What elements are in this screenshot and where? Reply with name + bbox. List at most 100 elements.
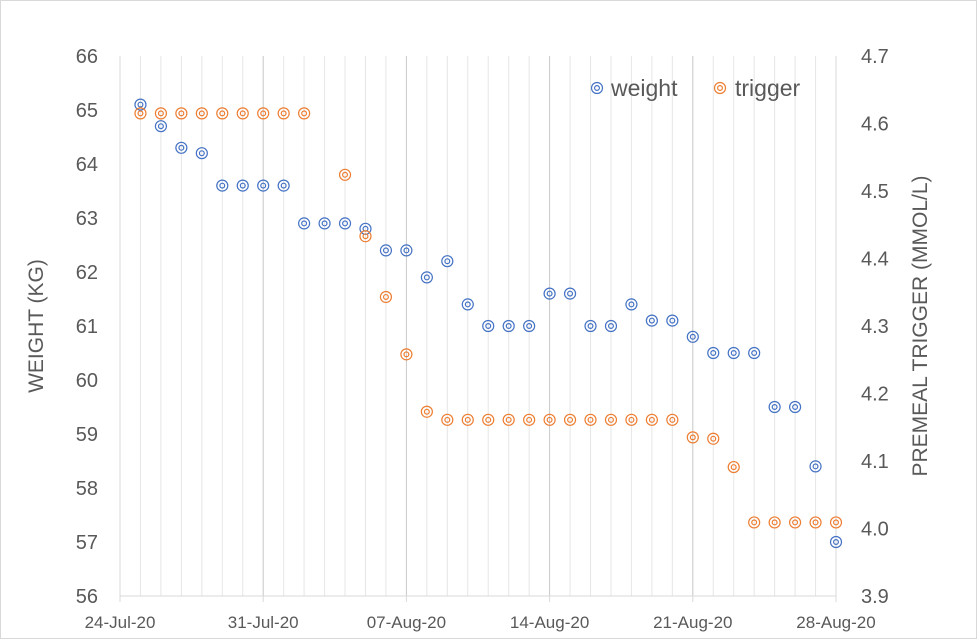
weight-point <box>482 319 495 333</box>
weight-point-dot <box>567 290 574 297</box>
weight-point-ring <box>461 298 474 311</box>
weight-point <box>277 179 290 192</box>
weight-point-ring <box>420 271 433 284</box>
weight-point-dot <box>219 182 226 189</box>
weight-point-dot <box>301 220 308 227</box>
trigger-point-dot <box>444 416 451 423</box>
trigger-point-dot <box>485 416 492 423</box>
trigger-point <box>236 107 249 120</box>
weight-point-ring <box>584 319 597 333</box>
trigger-point-dot <box>260 110 267 117</box>
weight-point-dot <box>607 323 614 330</box>
trigger-point-dot <box>239 110 246 117</box>
weight-point <box>563 287 577 300</box>
x-tick-label: 31-Jul-20 <box>228 613 299 632</box>
trigger-point-ring <box>788 516 802 529</box>
weight-point <box>829 535 843 549</box>
y-axis-title-right: PREMEAL TRIGGER (MMOL/L) <box>909 175 932 476</box>
trigger-point-ring <box>277 107 290 120</box>
weight-point-ring <box>379 244 393 257</box>
weight-point-ring <box>788 400 802 414</box>
weight-point-ring <box>748 346 761 360</box>
weight-point-ring <box>604 319 618 333</box>
trigger-point-ring <box>707 432 720 445</box>
legend-marker-trigger <box>713 81 727 95</box>
weight-point <box>461 298 474 311</box>
weight-point-dot <box>444 258 451 265</box>
trigger-point-dot <box>669 416 676 423</box>
weight-point-ring <box>829 535 843 549</box>
weight-point-dot <box>587 323 594 330</box>
trigger-point-ring <box>420 405 433 418</box>
trigger-point <box>686 431 699 444</box>
trigger-point-ring <box>523 413 536 426</box>
trigger-point <box>154 107 168 120</box>
trigger-point <box>604 413 618 426</box>
trigger-point-ring <box>543 413 556 426</box>
x-tick-label: 28-Aug-20 <box>796 613 875 632</box>
weight-point-dot <box>730 350 737 357</box>
y-tick-label-left: 56 <box>76 586 98 608</box>
weight-point-dot <box>157 123 164 130</box>
weight-point-dot <box>403 247 410 254</box>
weight-point-dot <box>321 220 328 227</box>
weight-point <box>379 244 393 257</box>
weight-point-ring <box>298 217 311 230</box>
weight-point-dot <box>239 182 246 189</box>
trigger-point-dot <box>198 110 205 117</box>
trigger-point <box>420 405 433 418</box>
x-tick-label: 07-Aug-20 <box>367 613 446 632</box>
y-tick-label-right: 4.6 <box>861 114 889 136</box>
weight-point <box>666 314 679 327</box>
weight-point-dot <box>751 350 758 357</box>
weight-point-dot <box>382 247 389 254</box>
trigger-point-dot <box>423 408 430 415</box>
weight-point-dot <box>198 150 205 157</box>
trigger-point-dot <box>587 416 594 423</box>
weight-point-ring <box>195 147 208 160</box>
trigger-point-dot <box>546 416 553 423</box>
trigger-point-ring <box>257 107 270 120</box>
trigger-point <box>645 413 658 426</box>
trigger-point-ring <box>134 107 147 120</box>
legend-marker-weight <box>590 81 604 95</box>
y-tick-label-left: 66 <box>76 46 98 68</box>
weight-point-ring <box>482 319 495 333</box>
trigger-point-dot <box>607 416 614 423</box>
legend-marker-trigger-inner <box>716 84 723 91</box>
trigger-point-dot <box>301 110 308 117</box>
y-tick-label-left: 60 <box>76 370 98 392</box>
trigger-point-ring <box>195 107 208 120</box>
trigger-point-ring <box>236 107 249 120</box>
y-tick-label-right: 3.9 <box>861 586 889 608</box>
weight-point-ring <box>236 179 249 192</box>
weight-point <box>195 147 208 160</box>
trigger-point <box>666 413 679 426</box>
trigger-point-dot <box>362 233 369 240</box>
trigger-point-ring <box>482 413 495 426</box>
weight-point-dot <box>423 274 430 281</box>
weight-point-dot <box>464 301 471 308</box>
trigger-point <box>379 290 393 304</box>
trigger-point-dot <box>832 519 839 526</box>
weight-point-ring <box>277 179 290 192</box>
trigger-point-ring <box>829 516 843 529</box>
trigger-point-ring <box>216 107 229 120</box>
trigger-point-dot <box>464 416 471 423</box>
trigger-point <box>216 107 229 120</box>
trigger-point <box>768 516 781 529</box>
weight-point <box>216 179 229 192</box>
weight-point-dot <box>669 317 676 324</box>
y-tick-label-left: 57 <box>76 532 98 554</box>
trigger-point <box>809 516 822 529</box>
trigger-point-ring <box>727 460 740 474</box>
trigger-point <box>523 413 536 426</box>
trigger-point-ring <box>298 107 311 120</box>
series-trigger <box>134 107 843 529</box>
weight-point <box>686 330 699 343</box>
trigger-point <box>482 413 495 426</box>
weight-point-ring <box>523 319 536 333</box>
trigger-point-ring <box>748 516 761 529</box>
weight-point <box>318 217 331 230</box>
trigger-point-ring <box>625 413 638 426</box>
